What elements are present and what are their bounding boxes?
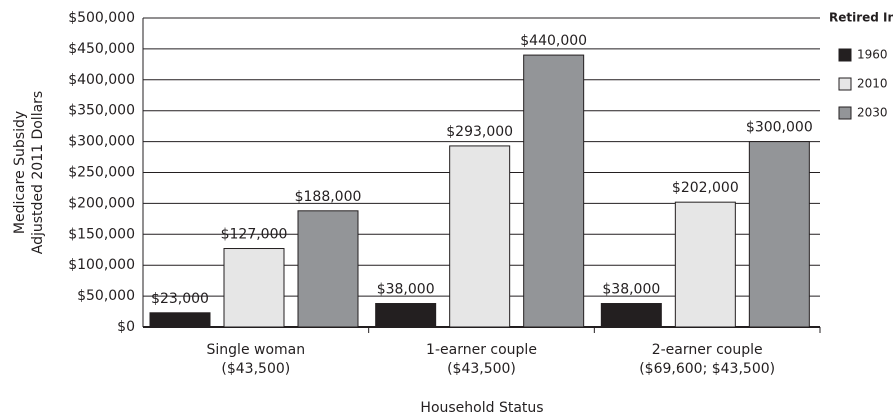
x-tick-label: 1-earner couple — [426, 342, 537, 358]
value-label: $293,000 — [446, 124, 513, 140]
legend-swatch — [838, 77, 852, 91]
y-tick-label: $350,000 — [68, 103, 135, 119]
y-tick-label: $400,000 — [68, 72, 135, 88]
y-axis-label: Adjustded 2011 Dollars — [30, 91, 46, 254]
value-label: $300,000 — [746, 120, 813, 136]
legend-title: Retired In — [829, 11, 893, 25]
y-axis-label: Medicare Subsidy — [12, 111, 28, 234]
legend-swatch — [838, 48, 852, 62]
x-tick-label: ($69,600; $43,500) — [639, 361, 775, 377]
value-label: $440,000 — [520, 33, 587, 49]
value-label: $23,000 — [151, 291, 209, 307]
x-tick-label: ($43,500) — [221, 361, 290, 377]
bar — [674, 201, 736, 328]
bar — [149, 312, 211, 328]
value-label: $188,000 — [295, 189, 362, 205]
value-label: $202,000 — [672, 180, 739, 196]
x-tick-label: 2-earner couple — [652, 342, 763, 358]
y-tick-label: $50,000 — [77, 288, 135, 304]
legend-label: 2030 — [857, 106, 888, 120]
bar — [297, 210, 359, 328]
bar — [449, 145, 511, 328]
value-label: $38,000 — [377, 282, 435, 298]
y-tick-label: $500,000 — [68, 10, 135, 26]
y-tick-label: $300,000 — [68, 134, 135, 150]
value-label: $38,000 — [602, 282, 660, 298]
legend-label: 2010 — [857, 77, 888, 91]
y-tick-label: $150,000 — [68, 226, 135, 242]
bar — [375, 303, 437, 328]
bar — [223, 248, 285, 328]
x-axis-label: Household Status — [420, 400, 543, 416]
bar — [748, 141, 810, 328]
y-tick-label: $450,000 — [68, 41, 135, 57]
bar — [523, 54, 585, 328]
y-tick-label: $0 — [117, 319, 135, 335]
legend-swatch — [838, 106, 852, 120]
y-tick-label: $100,000 — [68, 257, 135, 273]
bar — [600, 303, 662, 328]
legend-label: 1960 — [857, 48, 888, 62]
value-label: $127,000 — [221, 227, 288, 243]
x-tick-label: ($43,500) — [447, 361, 516, 377]
y-tick-label: $200,000 — [68, 195, 135, 211]
y-tick-label: $250,000 — [68, 165, 135, 181]
x-tick-label: Single woman — [207, 342, 306, 358]
